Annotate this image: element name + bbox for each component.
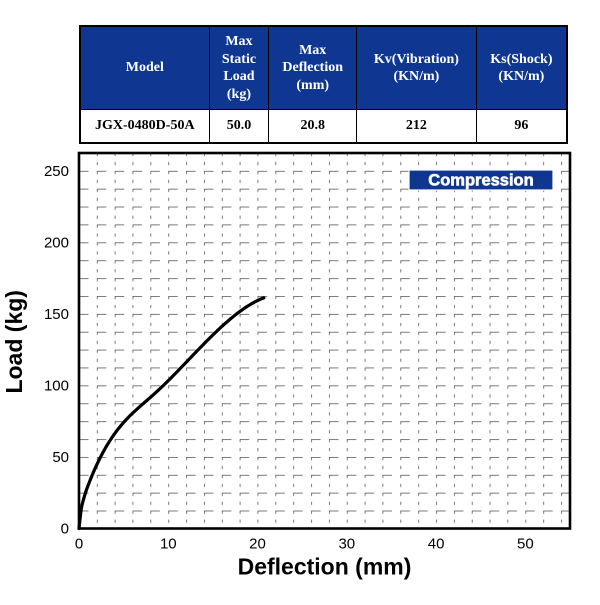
svg-text:100: 100: [44, 378, 69, 395]
svg-text:50: 50: [52, 449, 69, 466]
svg-text:Deflection (mm): Deflection (mm): [238, 554, 412, 580]
svg-text:Load (kg): Load (kg): [1, 290, 27, 394]
svg-text:150: 150: [44, 306, 69, 323]
svg-text:50: 50: [517, 536, 534, 553]
svg-text:10: 10: [160, 536, 177, 553]
svg-text:200: 200: [44, 234, 69, 251]
svg-text:30: 30: [338, 536, 355, 553]
svg-text:250: 250: [44, 163, 69, 180]
svg-text:40: 40: [428, 536, 445, 553]
svg-text:Compression: Compression: [428, 172, 533, 190]
svg-text:20: 20: [249, 536, 266, 553]
svg-text:0: 0: [61, 521, 69, 538]
svg-text:0: 0: [75, 536, 83, 553]
